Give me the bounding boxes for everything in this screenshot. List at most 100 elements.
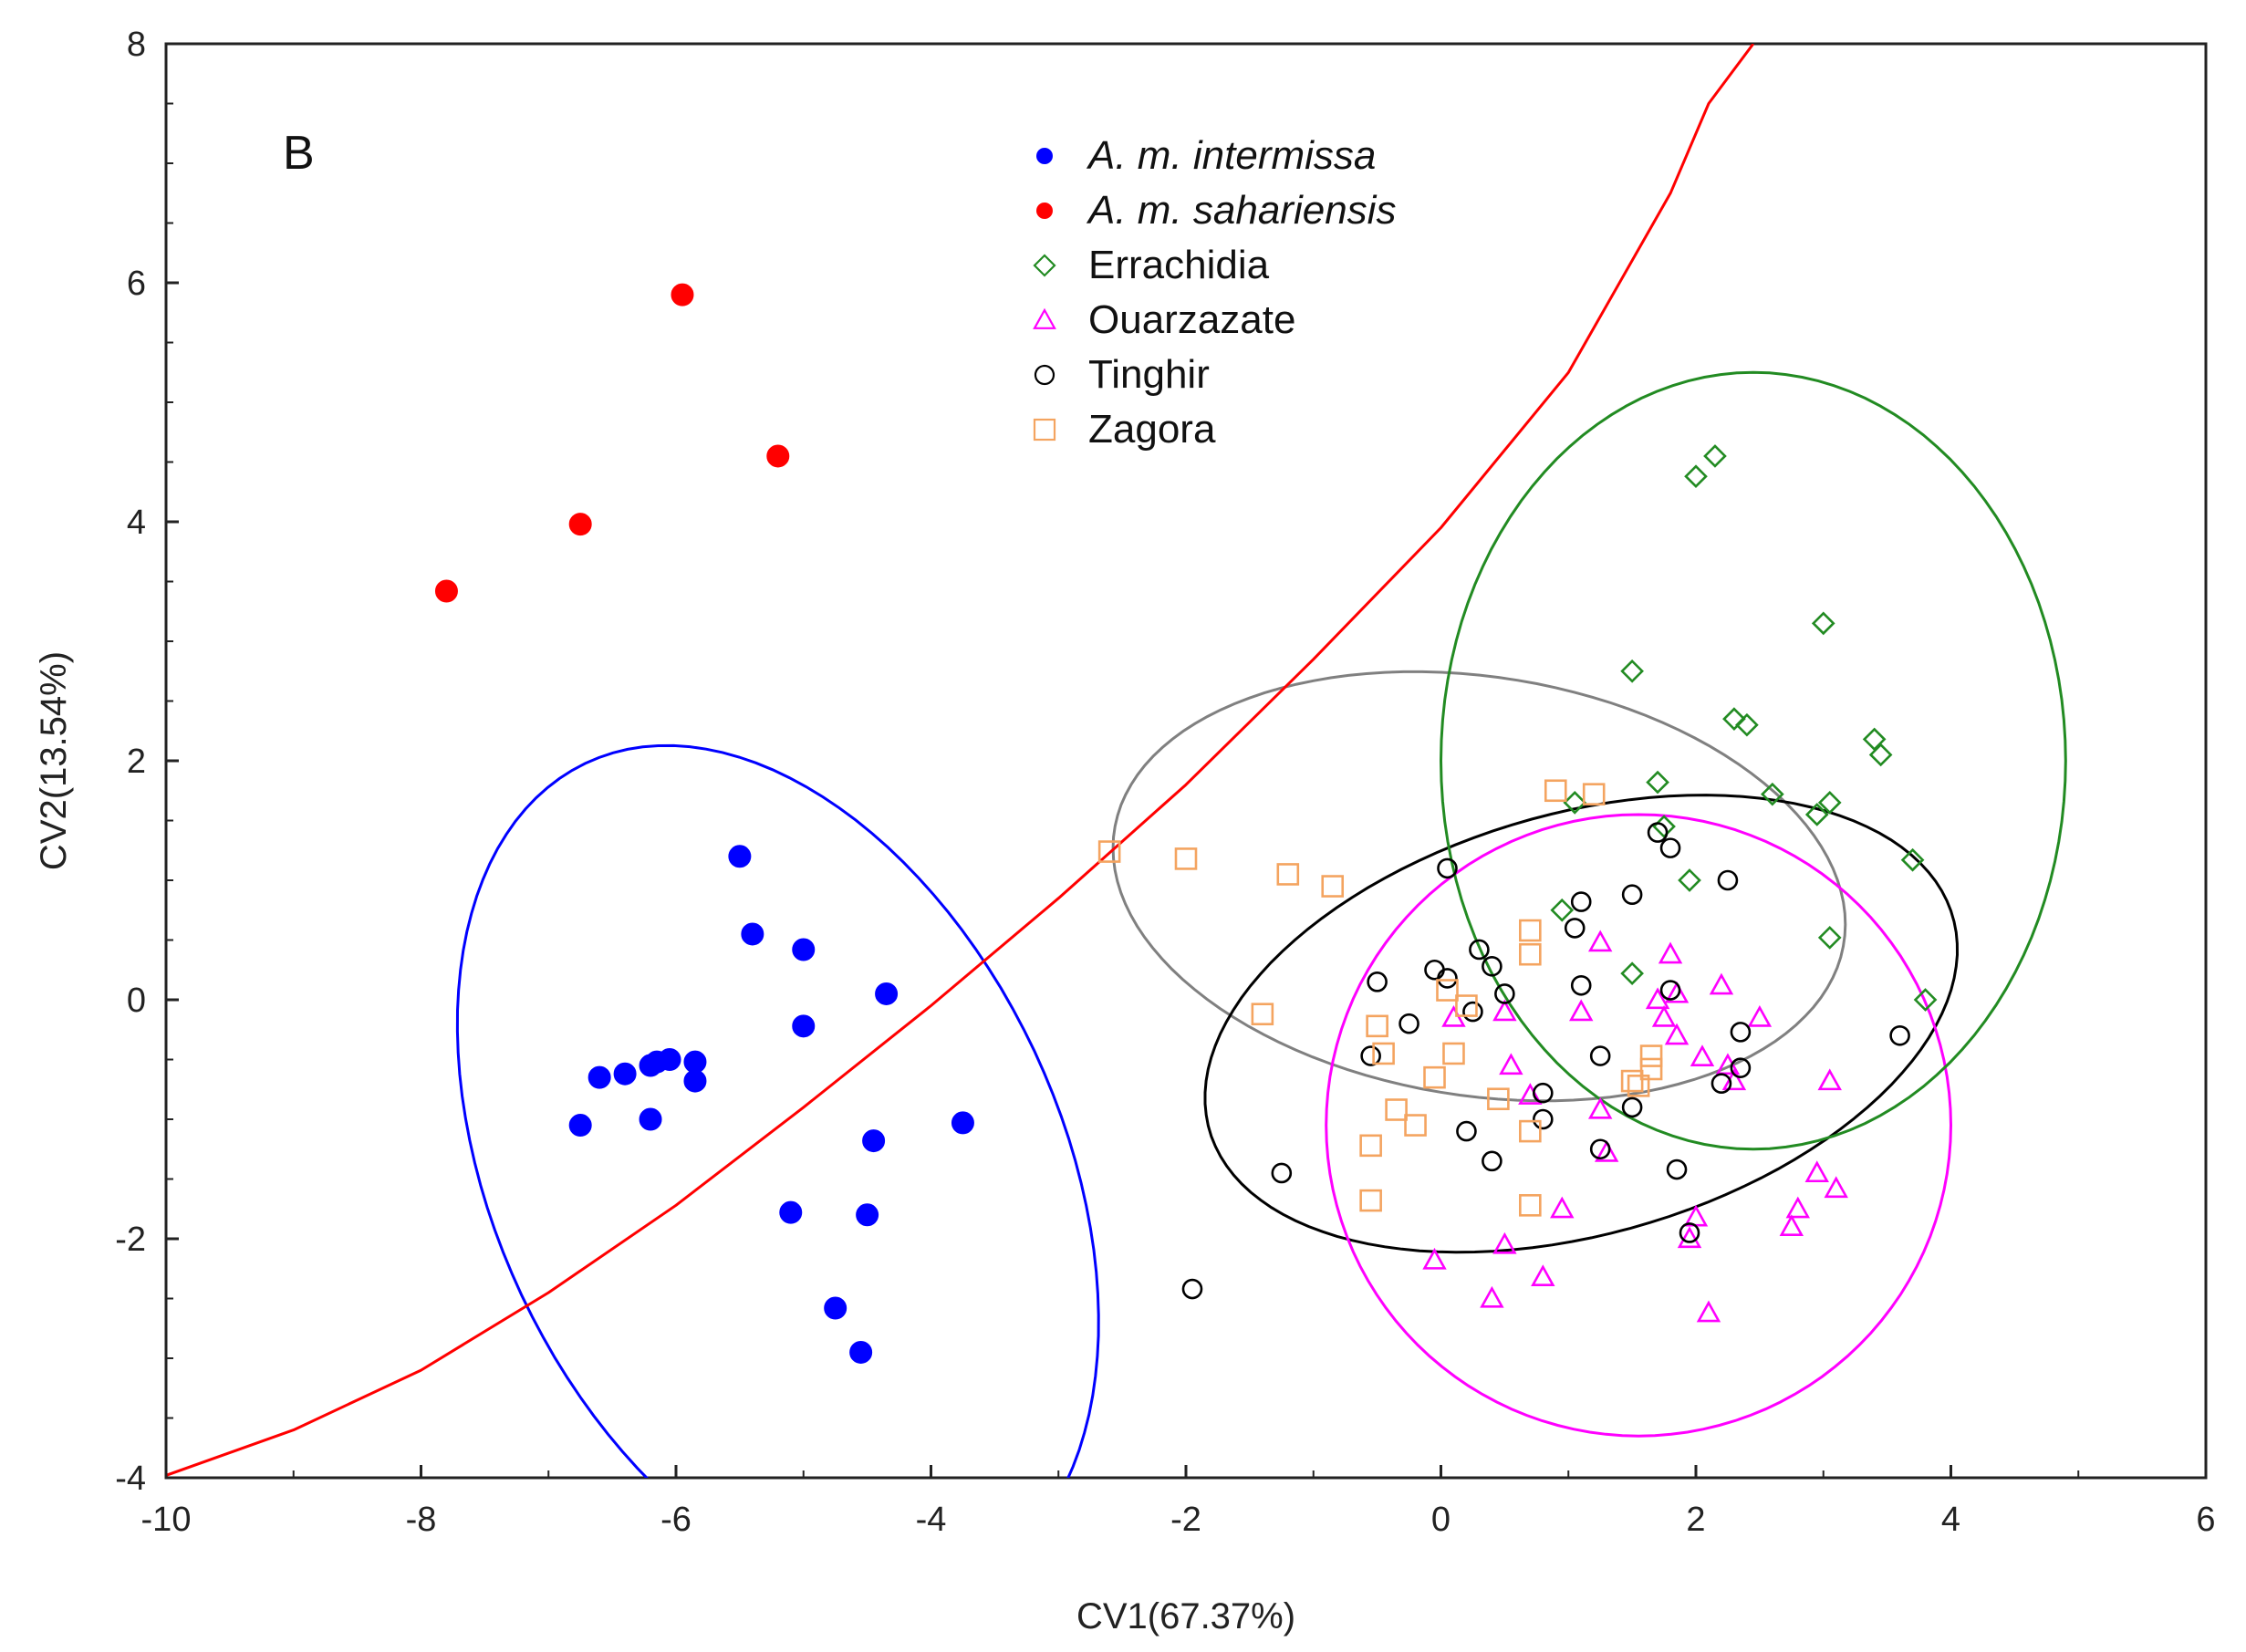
- point-ouarzazate: [1480, 1285, 1504, 1308]
- y-axis-title: CV2(13.54%): [34, 651, 74, 870]
- legend-label-zagora: Zagora: [1088, 407, 1216, 452]
- point-tinghir: [1456, 1120, 1477, 1142]
- point-tinghir: [1564, 918, 1586, 939]
- point-zagora: [1519, 919, 1542, 942]
- point-ouarzazate: [1824, 1176, 1848, 1199]
- y-tick-label: -2: [115, 1221, 146, 1259]
- point-errachidia: [1646, 770, 1669, 795]
- x-tick-label: 4: [1941, 1501, 1960, 1539]
- point-errachidia: [1913, 988, 1938, 1012]
- point-tinghir: [1621, 1096, 1643, 1118]
- point-a-m-intermissa: [683, 1069, 707, 1093]
- point-errachidia: [1563, 791, 1587, 815]
- point-ouarzazate: [1677, 1226, 1702, 1249]
- points-layer: [434, 283, 1938, 1364]
- point-zagora: [1359, 1134, 1382, 1158]
- point-a-m-intermissa: [568, 1114, 592, 1138]
- x-tick-label: 6: [2196, 1501, 2215, 1539]
- point-tinghir: [1469, 939, 1490, 961]
- point-errachidia: [1817, 791, 1842, 815]
- point-ouarzazate: [1804, 1160, 1829, 1183]
- point-ouarzazate: [1658, 941, 1683, 964]
- point-tinghir: [1589, 1045, 1611, 1066]
- x-axis: -10 -8 -6 -4 -2 0 2 4 6: [141, 1465, 2216, 1539]
- point-errachidia: [1722, 707, 1746, 731]
- point-errachidia: [1804, 803, 1829, 826]
- point-a-m-intermissa: [658, 1048, 681, 1071]
- point-tinghir: [1659, 837, 1681, 858]
- point-ouarzazate: [1569, 999, 1594, 1022]
- point-a-m-intermissa: [728, 845, 752, 868]
- point-a-m-intermissa: [849, 1340, 873, 1364]
- point-tinghir: [1647, 822, 1669, 843]
- legend-label-ouarzazate: Ouarzazate: [1088, 297, 1295, 342]
- point-zagora: [1639, 1057, 1663, 1081]
- point-tinghir: [1889, 1025, 1910, 1046]
- confidence-ellipse: [1203, 794, 1960, 1254]
- y-tick-label: -4: [115, 1460, 146, 1498]
- ellipses-layer: [455, 370, 2067, 1478]
- point-errachidia: [1862, 727, 1887, 752]
- point-errachidia: [1761, 782, 1784, 806]
- point-tinghir: [1181, 1278, 1203, 1300]
- point-zagora: [1423, 1065, 1446, 1089]
- point-ouarzazate: [1709, 972, 1734, 995]
- point-zagora: [1404, 1114, 1427, 1137]
- point-ouarzazate: [1499, 1053, 1523, 1075]
- point-errachidia: [1620, 659, 1644, 683]
- legend-marker-a-m-intermissa: [1036, 148, 1053, 164]
- point-errachidia: [1678, 868, 1701, 892]
- point-a-m-intermissa: [824, 1296, 847, 1320]
- point-a-m-intermissa: [792, 1014, 816, 1038]
- point-ouarzazate: [1492, 1231, 1517, 1254]
- point-tinghir: [1666, 1158, 1688, 1180]
- point-errachidia: [1811, 611, 1835, 636]
- point-ouarzazate: [1651, 1004, 1677, 1027]
- point-ouarzazate: [1531, 1264, 1555, 1287]
- point-tinghir: [1424, 959, 1445, 981]
- point-errachidia: [1550, 898, 1575, 922]
- confidence-ellipse: [455, 743, 1100, 1478]
- point-zagora: [1359, 1189, 1382, 1212]
- point-ouarzazate: [1747, 1004, 1773, 1027]
- y-axis: -4 -2 0 2 4 6 8: [115, 26, 179, 1498]
- legend-label-a-m-intermissa: A. m. intermissa: [1086, 133, 1376, 178]
- point-ouarzazate: [1817, 1068, 1842, 1091]
- point-zagora: [1487, 1087, 1510, 1111]
- point-a-m-intermissa: [875, 982, 899, 1005]
- point-a-m-sahariensis: [671, 283, 694, 307]
- point-errachidia: [1868, 743, 1893, 767]
- point-zagora: [1627, 1075, 1650, 1097]
- point-zagora: [1455, 994, 1478, 1017]
- point-tinghir: [1717, 869, 1739, 891]
- point-ouarzazate: [1518, 1083, 1543, 1105]
- legend-marker-ouarzazate: [1033, 307, 1056, 329]
- point-tinghir: [1271, 1162, 1293, 1184]
- point-tinghir: [1399, 1013, 1419, 1034]
- x-tick-label: -4: [916, 1501, 947, 1539]
- x-tick-label: -10: [141, 1501, 192, 1539]
- point-a-m-intermissa: [613, 1062, 637, 1086]
- point-tinghir: [1730, 1057, 1752, 1078]
- point-tinghir: [1494, 983, 1515, 1004]
- legend-marker-errachidia: [1033, 254, 1056, 277]
- point-zagora: [1372, 1042, 1395, 1065]
- confidence-ellipse: [1439, 370, 2067, 1151]
- point-zagora: [1174, 847, 1198, 870]
- confidence-ellipse: [1325, 813, 1952, 1438]
- point-zagora: [1582, 783, 1606, 805]
- point-tinghir: [1710, 1073, 1732, 1094]
- legend-label-tinghir: Tinghir: [1088, 352, 1210, 397]
- point-errachidia: [1703, 444, 1727, 468]
- point-zagora: [1442, 1042, 1465, 1065]
- point-ouarzazate: [1587, 930, 1613, 952]
- point-tinghir: [1360, 1045, 1381, 1066]
- point-zagora: [1436, 979, 1459, 1002]
- legend: A. m. intermissa A. m. sahariensis Errachi…: [1033, 133, 1396, 452]
- point-errachidia: [1684, 464, 1708, 489]
- point-tinghir: [1589, 1138, 1611, 1160]
- point-ouarzazate: [1645, 987, 1670, 1010]
- point-tinghir: [1437, 968, 1458, 989]
- point-ouarzazate: [1664, 1023, 1690, 1045]
- y-tick-label: 4: [127, 504, 146, 542]
